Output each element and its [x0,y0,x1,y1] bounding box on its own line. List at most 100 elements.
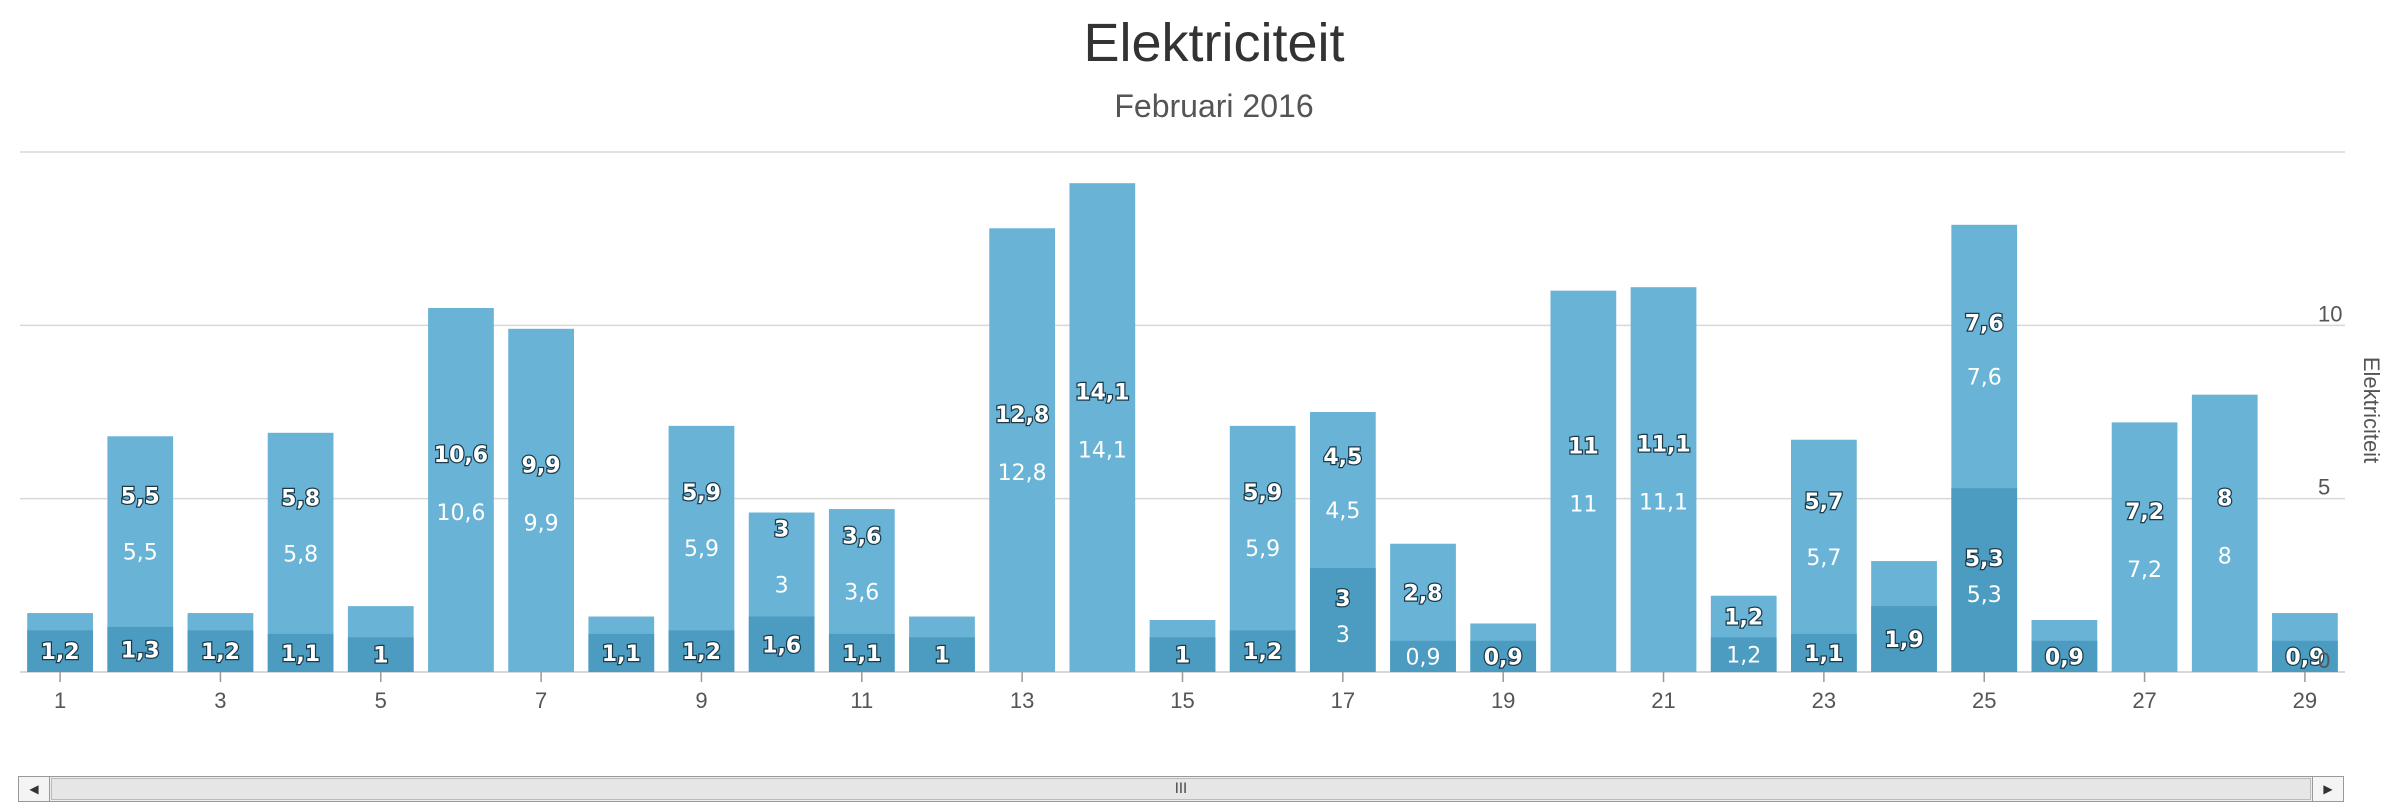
data-label: 5,5 [121,485,160,510]
data-label: 11 [1568,434,1599,459]
data-label: 0,9 [2285,645,2324,670]
y-axis: 0 5 10 [2318,301,2342,673]
data-label: 1,2 [41,640,80,665]
bar-low [267,633,334,672]
data-labels: 1,2 5,5 5,5 1,3 1,2 5,8 5,8 1,1 1 10,6 10,6 9,9 9,9 1… [39,310,2325,671]
data-label: 5,8 [283,542,318,567]
data-label: 5,9 [682,481,721,506]
bar-total [2191,394,2258,672]
x-axis: 1 3 5 7 9 11 13 15 17 19 21 23 25 27 29 [54,672,2317,713]
chart-title: Elektriciteit [1083,13,1345,73]
bar-low [1390,640,1456,672]
y-tick-label: 0 [2318,648,2330,673]
data-label: 1,6 [762,633,801,658]
data-label: 11,1 [1639,491,1688,516]
bar-low [107,626,174,672]
data-label: 5,7 [1804,490,1843,515]
data-label: 1,1 [1804,642,1843,667]
x-tick-label: 15 [1170,688,1194,713]
data-label: 3,6 [844,580,879,605]
x-tick-label: 11 [850,688,873,713]
bars [27,183,2338,673]
data-label: 2,8 [1404,581,1443,606]
bar-total [267,432,334,672]
y-tick-label: 5 [2318,475,2330,500]
bar-low [347,637,414,672]
data-label: 7,2 [2125,500,2164,525]
data-label: 1,1 [281,642,320,667]
bar-total [1069,183,1136,672]
scrollbar-thumb[interactable]: III [51,778,2311,800]
data-label: 11 [1569,492,1597,517]
data-label: 9,9 [522,453,561,478]
data-label: 5,3 [1965,547,2004,572]
data-label: 1 [373,644,388,669]
data-label: 10,6 [434,443,488,468]
bar-low [909,637,975,672]
x-tick-label: 23 [1812,688,1836,713]
y-axis-title: Elektriciteit [2359,357,2384,463]
data-label: 1,2 [201,640,240,665]
data-label: 4,5 [1325,499,1360,524]
bar-low [1229,630,1296,672]
x-tick-label: 27 [2132,688,2156,713]
x-tick-label: 9 [695,688,707,713]
y-tick-label: 10 [2318,301,2342,326]
scroll-left-button[interactable]: ◀ [19,777,50,801]
bar-low [828,633,895,672]
bar-low [187,630,254,672]
x-tick-label: 1 [54,688,66,713]
data-label: 3 [1335,587,1350,612]
x-tick-label: 25 [1972,688,1996,713]
bar-low [27,630,93,672]
x-tick-label: 21 [1651,688,1675,713]
bar-low [2272,640,2338,672]
data-label: 5,9 [684,537,719,562]
data-label: 3,6 [842,524,881,549]
data-label: 1,1 [602,642,641,667]
data-label: 7,2 [2127,558,2162,583]
data-label: 14,1 [1075,381,1129,406]
data-label: 14,1 [1078,439,1127,464]
scroll-right-button[interactable]: ▶ [2312,777,2343,801]
data-label: 1,2 [682,640,721,665]
x-tick-label: 13 [1010,688,1034,713]
data-label: 10,6 [436,501,485,526]
data-label: 4,5 [1323,445,1362,470]
horizontal-scrollbar[interactable]: ◀ III ▶ [18,776,2344,802]
x-tick-label: 5 [375,688,387,713]
data-label: 7,6 [1967,366,2002,391]
bar-low [748,616,815,672]
data-label: 5,8 [281,486,320,511]
data-label: 11,1 [1636,433,1690,458]
bar-low [668,630,735,672]
bar-low [1871,606,1937,672]
bar-low [1951,488,2018,672]
data-label: 3 [775,574,789,599]
x-tick-label: 7 [535,688,547,713]
bar-low [588,633,655,672]
data-label: 1,2 [1724,606,1763,631]
bar-low [1710,637,1777,672]
data-label: 8 [2217,486,2232,511]
data-label: 1,2 [1726,644,1761,669]
data-label: 1,2 [1243,640,1282,665]
x-tick-label: 17 [1331,688,1355,713]
bar-low [1149,637,1216,672]
bar-total [989,228,1056,672]
data-label: 7,6 [1965,312,2004,337]
data-label: 5,3 [1967,583,2002,608]
data-label: 5,9 [1245,537,1280,562]
data-label: 1 [1175,644,1190,669]
bar-low [2031,640,2098,672]
data-label: 0,9 [2045,645,2084,670]
data-label: 8 [2218,544,2232,569]
data-label: 1,9 [1885,628,1924,653]
data-label: 1,1 [842,642,881,667]
data-label: 0,9 [1406,645,1441,670]
data-label: 5,7 [1806,546,1841,571]
data-label: 0,9 [1484,645,1523,670]
bar-total [508,328,574,672]
chart-subtitle: Februari 2016 [1114,88,1314,124]
